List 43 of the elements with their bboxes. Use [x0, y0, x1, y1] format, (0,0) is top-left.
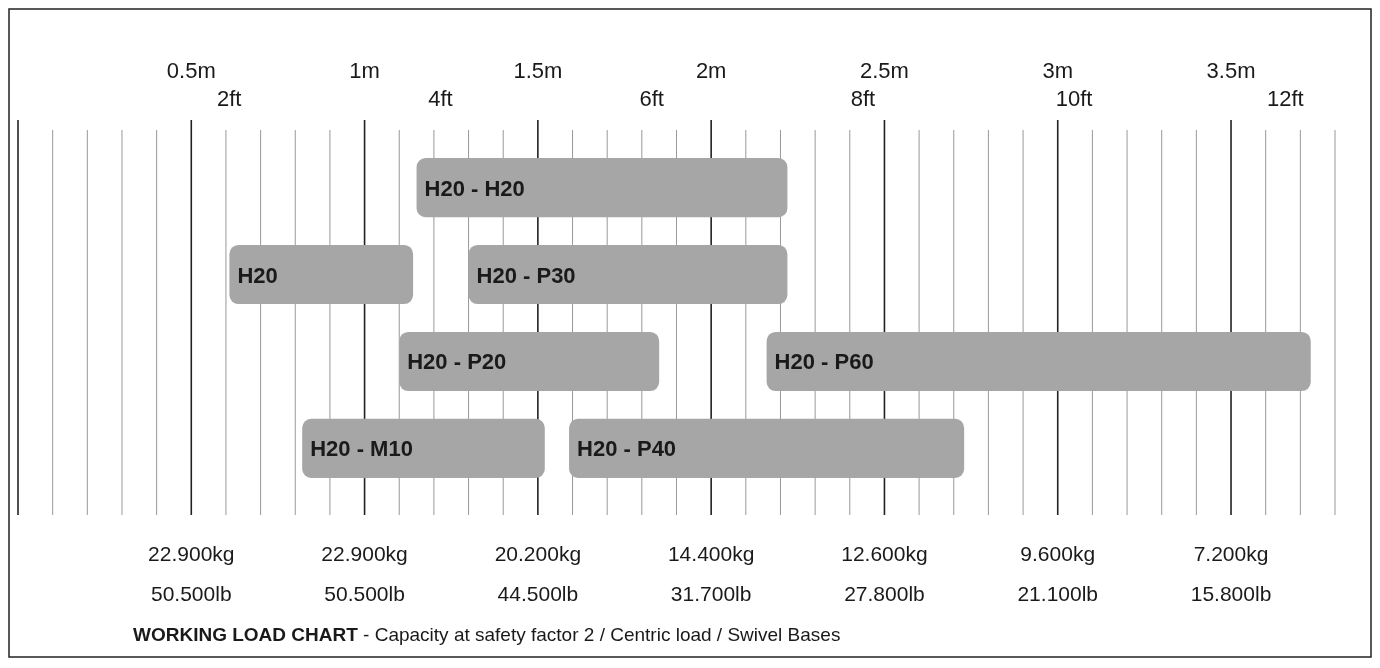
bar	[302, 418, 545, 478]
text: 7.200kg	[1193, 542, 1269, 565]
text: 22.900kg	[148, 542, 235, 565]
text: - Capacity at safety factor 2 / Centric load / Swivel Bases	[357, 624, 841, 645]
text: 44.500lb	[497, 582, 579, 605]
text: 31.700lb	[670, 582, 752, 605]
text: 22.900kg	[321, 542, 408, 565]
x2-tick-label: 4ft	[428, 86, 453, 111]
text: 9.600kg	[1020, 542, 1096, 565]
x-tick-label: 1m	[349, 58, 380, 83]
x-tick-label: 1.5m	[513, 58, 563, 83]
bar	[766, 331, 1311, 392]
data-label: H20 - P60	[774, 349, 874, 375]
bar	[416, 158, 788, 218]
text: 12.600kg	[841, 542, 928, 565]
text: 27.800lb	[844, 582, 925, 605]
text: 50.500lb	[324, 582, 405, 605]
x2-tick-label: 2ft	[216, 86, 242, 111]
data-label: H20	[237, 262, 278, 288]
x-tick-label: 2.5m	[859, 58, 909, 83]
x2-tick-label: 12ft	[1267, 86, 1304, 111]
data-label: H20 - M10	[310, 436, 413, 462]
x-tick-label: 3.5m	[1206, 58, 1256, 83]
data-label: H20 - P40	[577, 436, 677, 462]
data-label: H20 - P30	[476, 262, 576, 288]
x2-tick-label: 10ft	[1055, 86, 1093, 111]
x2-tick-label: 8ft	[850, 86, 876, 111]
bar	[468, 244, 788, 305]
bar	[229, 244, 414, 305]
data-label: H20 - P20	[407, 349, 507, 375]
text: 20.200kg	[494, 542, 582, 565]
x-tick-label: 2m	[695, 58, 727, 83]
text: 21.100lb	[1017, 582, 1099, 605]
text: 14.400kg	[667, 542, 755, 565]
text: WORKING LOAD CHART	[133, 624, 359, 645]
bar	[399, 331, 660, 392]
data-label: H20 - H20	[424, 175, 525, 201]
bar	[569, 418, 965, 478]
x-tick-label: 3m	[1042, 58, 1074, 83]
x-tick-label: 0.5m	[166, 58, 216, 83]
x2-tick-label: 6ft	[639, 86, 664, 111]
text: 15.800lb	[1190, 582, 1272, 605]
text: 50.500lb	[151, 582, 232, 605]
